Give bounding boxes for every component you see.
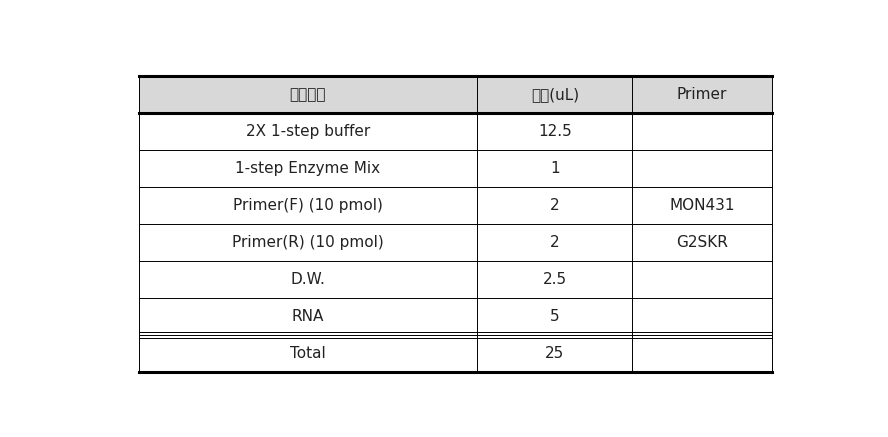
Text: 구성성분: 구성성분 xyxy=(289,87,326,102)
Text: Primer(F) (10 pmol): Primer(F) (10 pmol) xyxy=(233,198,383,213)
Text: 2: 2 xyxy=(550,198,559,213)
Text: 12.5: 12.5 xyxy=(538,124,572,139)
Text: Primer: Primer xyxy=(677,87,727,102)
Text: Total: Total xyxy=(290,346,326,361)
Text: Primer(R) (10 pmol): Primer(R) (10 pmol) xyxy=(232,235,384,250)
Text: 2X 1-step buffer: 2X 1-step buffer xyxy=(246,124,370,139)
Text: 1: 1 xyxy=(550,161,559,176)
Text: 5: 5 xyxy=(550,309,559,324)
Text: RNA: RNA xyxy=(291,309,324,324)
Text: 용량(uL): 용량(uL) xyxy=(531,87,579,102)
Text: 25: 25 xyxy=(545,346,565,361)
Text: 2: 2 xyxy=(550,235,559,250)
Text: G2SKR: G2SKR xyxy=(676,235,728,250)
Text: D.W.: D.W. xyxy=(290,272,325,287)
Text: 2.5: 2.5 xyxy=(543,272,567,287)
Text: 1-step Enzyme Mix: 1-step Enzyme Mix xyxy=(235,161,380,176)
Text: MON431: MON431 xyxy=(670,198,734,213)
